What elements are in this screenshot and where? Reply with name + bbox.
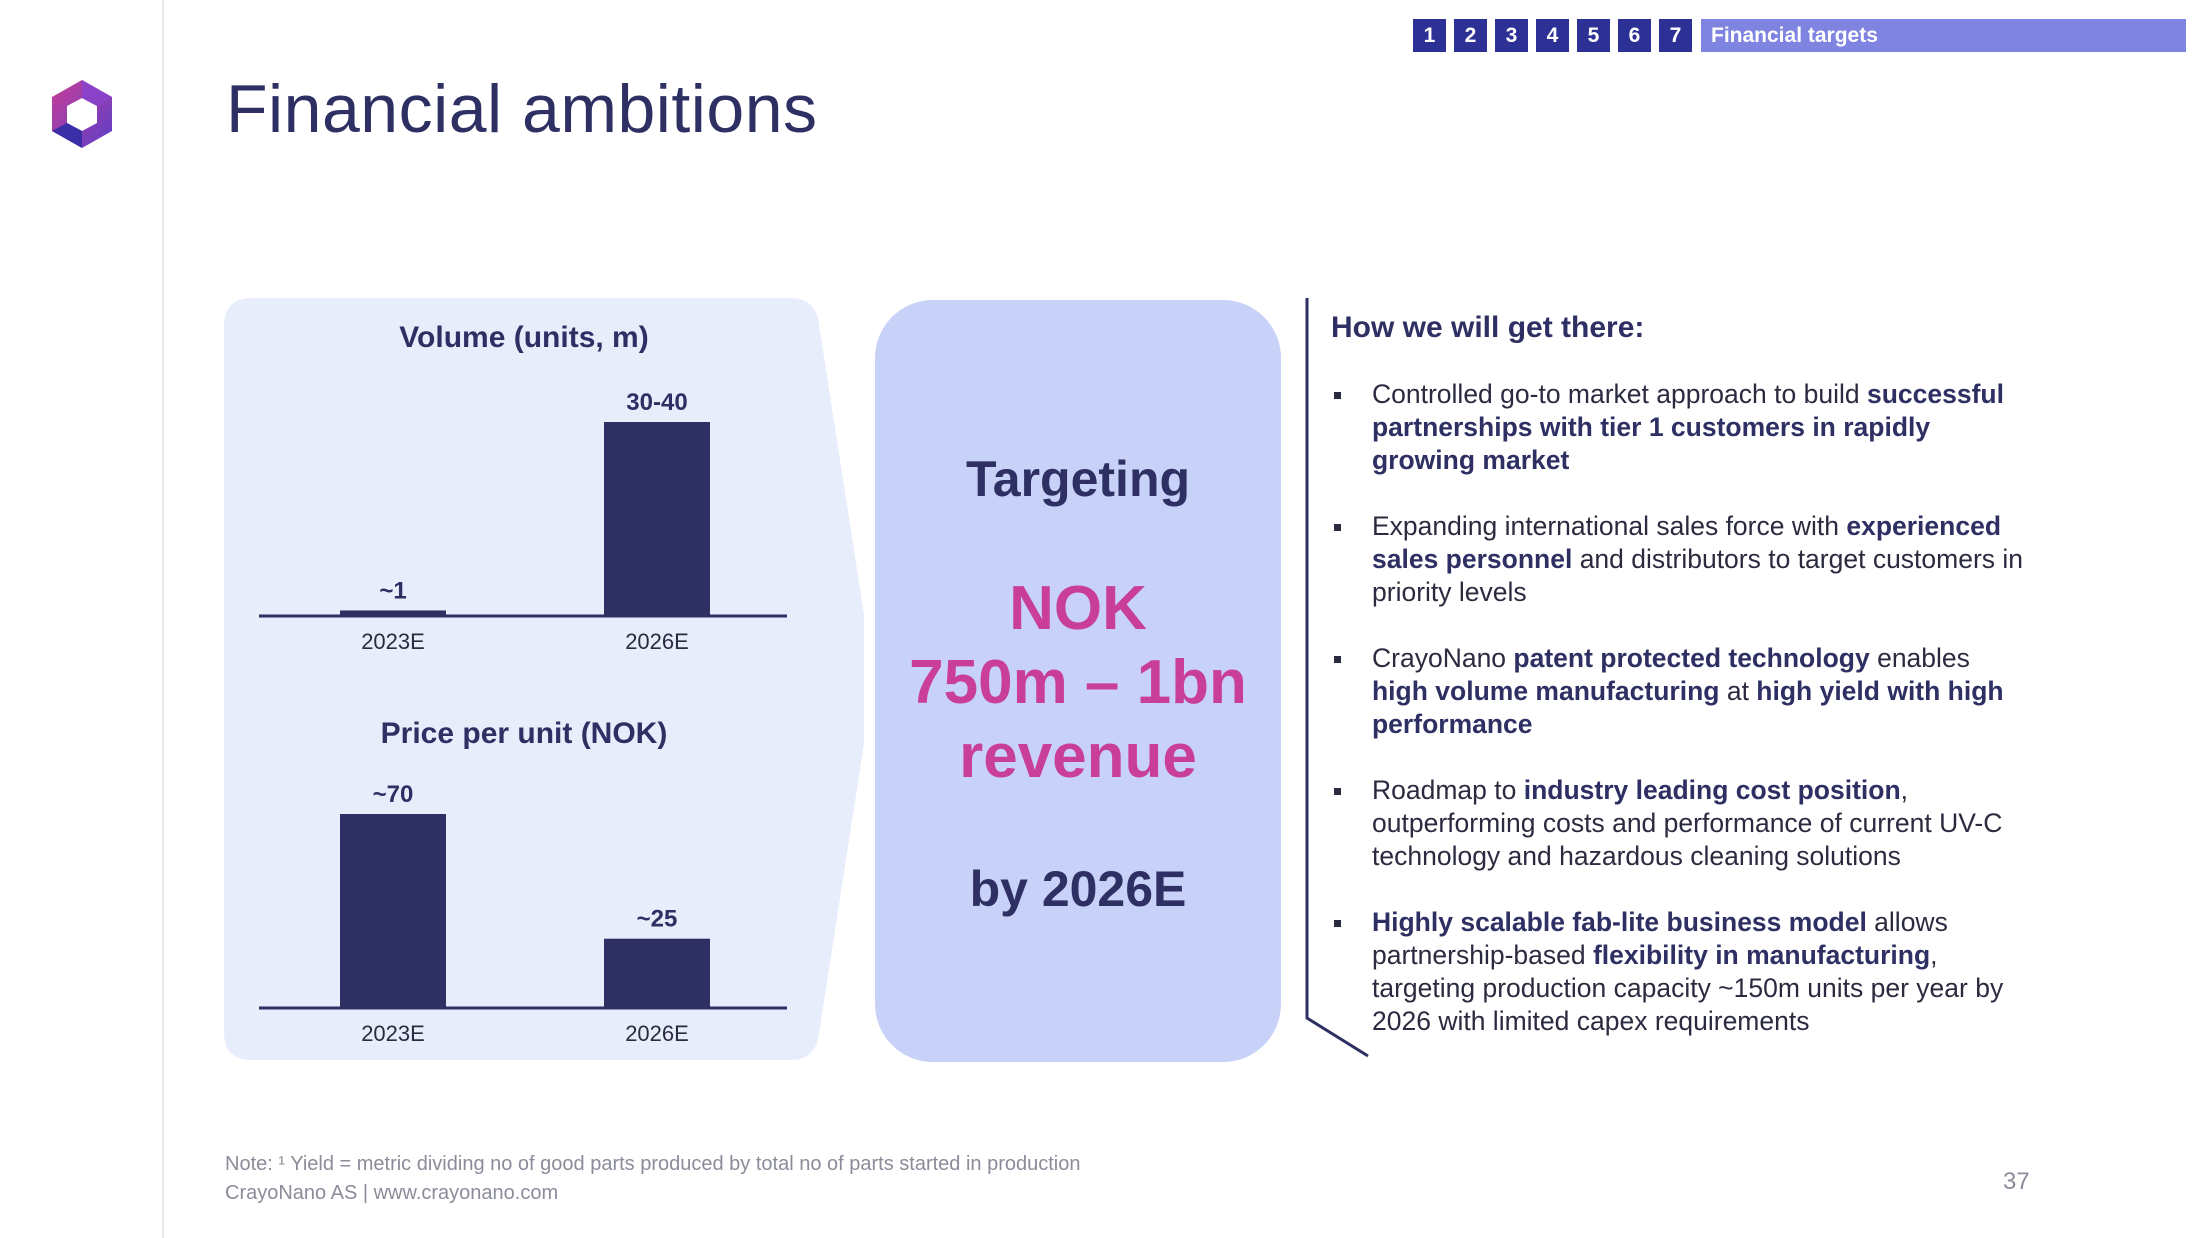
bullet-text-run: flexibility in manufacturing <box>1592 940 1931 970</box>
target-revenue-word: revenue <box>959 722 1197 791</box>
price-category-2026E: 2026E <box>625 1021 689 1046</box>
nav-current-section[interactable]: Financial targets <box>1701 19 2186 52</box>
bullet-text-run: allows partnership-based <box>1372 907 1948 970</box>
how-bullet-2: Expanding international sales force with… <box>1331 510 2031 609</box>
target-label: Targeting <box>965 451 1191 507</box>
volume-bar-2023E <box>340 610 446 616</box>
nav-section-3[interactable]: 3 <box>1495 19 1528 52</box>
volume-category-2023E: 2023E <box>361 629 425 654</box>
nav-section-2[interactable]: 2 <box>1454 19 1487 52</box>
bullet-text-run: enables <box>1869 643 1970 673</box>
nav-section-1[interactable]: 1 <box>1413 19 1446 52</box>
bullet-text-run: high yield with high performance <box>1372 676 2004 739</box>
nav-section-7[interactable]: 7 <box>1659 19 1692 52</box>
charts-svg: Volume (units, m) ~1 2023E 30-40 2026E Price … <box>224 298 864 1060</box>
page-number: 37 <box>2003 1168 2030 1195</box>
nav-section-4[interactable]: 4 <box>1536 19 1569 52</box>
price-bar-2026E <box>604 938 710 1008</box>
volume-data-label-2026E: 30-40 <box>626 389 687 416</box>
how-bullet-1: Controlled go-to market approach to buil… <box>1331 378 2031 477</box>
bullet-text-run: Expanding international sales force with <box>1372 511 1847 541</box>
how-bullet-4: Roadmap to industry leading cost positio… <box>1331 774 2031 873</box>
how-title: How we will get there: <box>1331 311 1645 344</box>
bullet-text-run: experienced sales personnel <box>1372 511 2002 574</box>
target-revenue: NOK 750m – 1bn revenue <box>875 572 1281 794</box>
company-info: CrayoNano AS | www.crayonano.com <box>225 1182 559 1204</box>
bracket-line <box>1305 298 1369 1058</box>
chart-title-price: Price per unit (NOK) <box>381 717 668 750</box>
bullet-text-run: Highly scalable fab-lite business model <box>1372 907 1867 937</box>
left-divider <box>162 0 164 1238</box>
charts-panel: Volume (units, m) ~1 2023E 30-40 2026E Price … <box>224 298 864 1060</box>
bullet-text-run: at <box>1719 676 1757 706</box>
bullet-text-run: industry leading cost position <box>1523 775 1901 805</box>
price-data-label-2023E: ~70 <box>373 781 414 808</box>
volume-category-2026E: 2026E <box>625 629 689 654</box>
how-bullet-5: Highly scalable fab-lite business model … <box>1331 906 2031 1038</box>
revenue-target-box: Targeting NOK 750m – 1bn revenue by 2026… <box>875 300 1281 1062</box>
how-bullet-3: CrayoNano patent protected technology en… <box>1331 642 2031 741</box>
price-bar-2023E <box>340 814 446 1008</box>
chart-title-volume: Volume (units, m) <box>399 321 648 354</box>
target-currency: NOK <box>1009 574 1147 643</box>
bullet-text-run: , targeting production capacity ~150m un… <box>1372 940 2004 1036</box>
nav-section-5[interactable]: 5 <box>1577 19 1610 52</box>
footnote: Note: ¹ Yield = metric dividing no of go… <box>225 1153 1081 1175</box>
bullet-text-run: and distributors to target customers in … <box>1372 544 2024 607</box>
bullet-text-run: CrayoNano <box>1372 643 1514 673</box>
page-title: Financial ambitions <box>226 71 818 147</box>
section-nav: 1 2 3 4 5 6 7 Financial targets <box>1413 19 2186 52</box>
price-data-label-2026E: ~25 <box>637 906 678 933</box>
footer: Note: ¹ Yield = metric dividing no of go… <box>225 1150 1081 1208</box>
bullet-text-run: , outperforming costs and performance of… <box>1372 775 2003 871</box>
chart-panel-background <box>224 298 864 1060</box>
bullet-text-run: patent protected technology <box>1513 643 1870 673</box>
nav-section-6[interactable]: 6 <box>1618 19 1651 52</box>
bullet-text-run: Controlled go-to market approach to buil… <box>1372 379 1867 409</box>
price-category-2023E: 2023E <box>361 1021 425 1046</box>
target-year: by 2026E <box>969 861 1187 917</box>
bullet-text-run: Roadmap to <box>1372 775 1524 805</box>
crayonano-logo-icon <box>52 80 112 148</box>
bullet-text-run: successful partnerships with tier 1 cust… <box>1372 379 2004 475</box>
target-range: 750m – 1bn <box>909 648 1247 717</box>
how-bullets: Controlled go-to market approach to buil… <box>1331 378 2031 1071</box>
volume-data-label-2023E: ~1 <box>379 577 406 604</box>
volume-bar-2026E <box>604 422 710 616</box>
bullet-text-run: high volume manufacturing <box>1372 676 1720 706</box>
